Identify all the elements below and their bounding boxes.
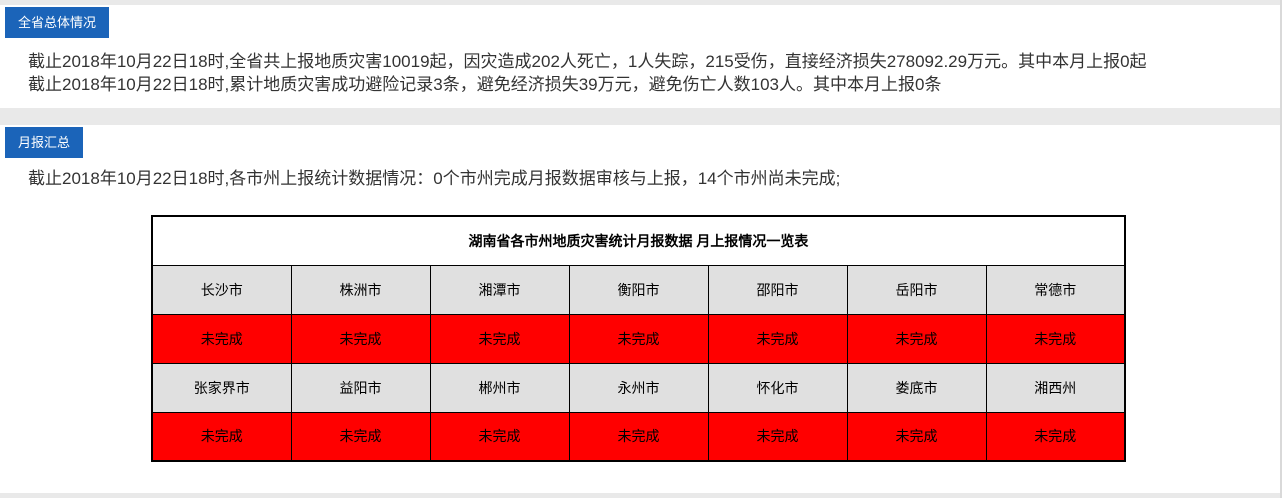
- section-province-overview: 全省总体情况 截止2018年10月22日18时,全省共上报地质灾害10019起，…: [0, 5, 1280, 96]
- status-cell: 未完成: [985, 411, 1126, 462]
- table-row-cities-1: 长沙市 株洲市 湘潭市 衡阳市 邵阳市 岳阳市 常德市: [151, 264, 1126, 315]
- city-cell: 岳阳市: [846, 264, 987, 315]
- city-cell: 娄底市: [846, 362, 987, 413]
- city-cell: 郴州市: [429, 362, 570, 413]
- status-cell: 未完成: [290, 313, 431, 364]
- status-cell: 未完成: [985, 313, 1126, 364]
- status-cell: 未完成: [568, 313, 709, 364]
- table-row-status-1: 未完成 未完成 未完成 未完成 未完成 未完成 未完成: [151, 313, 1126, 364]
- table-title: 湖南省各市州地质灾害统计月报数据 月上报情况一览表: [151, 215, 1126, 266]
- monthly-report-table: 湖南省各市州地质灾害统计月报数据 月上报情况一览表 长沙市 株洲市 湘潭市 衡阳…: [151, 215, 1126, 462]
- city-cell: 湘西州: [985, 362, 1126, 413]
- bottom-divider: [0, 493, 1280, 498]
- city-cell: 永州市: [568, 362, 709, 413]
- status-cell: 未完成: [151, 313, 292, 364]
- city-cell: 长沙市: [151, 264, 292, 315]
- city-cell: 株洲市: [290, 264, 431, 315]
- status-cell: 未完成: [290, 411, 431, 462]
- status-cell: 未完成: [429, 411, 570, 462]
- overview-line-2: 截止2018年10月22日18时,累计地质灾害成功避险记录3条，避免经济损失39…: [28, 75, 942, 94]
- city-cell: 怀化市: [707, 362, 848, 413]
- city-cell: 湘潭市: [429, 264, 570, 315]
- table-row-status-2: 未完成 未完成 未完成 未完成 未完成 未完成 未完成: [151, 411, 1126, 462]
- province-overview-badge: 全省总体情况: [5, 7, 110, 38]
- status-cell: 未完成: [429, 313, 570, 364]
- city-cell: 益阳市: [290, 362, 431, 413]
- status-cell: 未完成: [151, 411, 292, 462]
- status-cell: 未完成: [846, 313, 987, 364]
- table-title-row: 湖南省各市州地质灾害统计月报数据 月上报情况一览表: [151, 215, 1126, 266]
- monthly-report-badge: 月报汇总: [5, 127, 84, 158]
- top-divider: [0, 0, 1280, 5]
- city-cell: 常德市: [985, 264, 1126, 315]
- overview-line-1: 截止2018年10月22日18时,全省共上报地质灾害10019起，因灾造成202…: [28, 52, 1147, 71]
- status-cell: 未完成: [846, 411, 987, 462]
- monthly-summary: 截止2018年10月22日18时,各市州上报统计数据情况：0个市州完成月报数据审…: [28, 169, 841, 188]
- city-cell: 邵阳市: [707, 264, 848, 315]
- status-cell: 未完成: [568, 411, 709, 462]
- section-divider: [0, 108, 1280, 125]
- status-cell: 未完成: [707, 411, 848, 462]
- status-cell: 未完成: [707, 313, 848, 364]
- table-row-cities-2: 张家界市 益阳市 郴州市 永州市 怀化市 娄底市 湘西州: [151, 362, 1126, 413]
- city-cell: 衡阳市: [568, 264, 709, 315]
- section-monthly-report: 月报汇总 截止2018年10月22日18时,各市州上报统计数据情况：0个市州完成…: [0, 125, 1280, 462]
- city-cell: 张家界市: [151, 362, 292, 413]
